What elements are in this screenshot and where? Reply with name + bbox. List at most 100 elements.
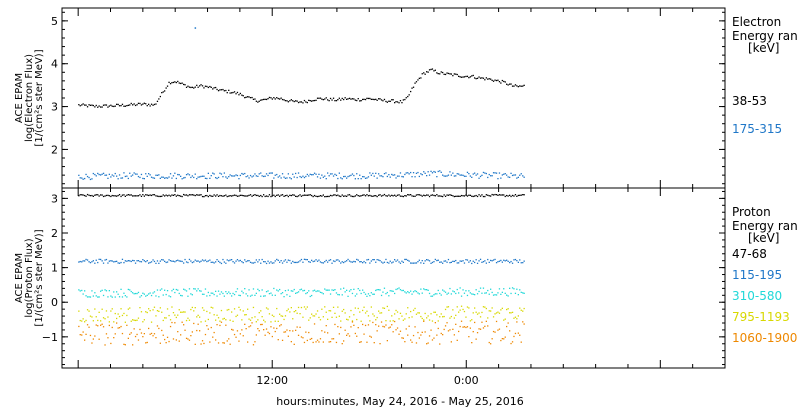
data-point (260, 262, 262, 264)
data-point (315, 259, 317, 261)
data-point (149, 174, 151, 176)
data-point (292, 194, 294, 196)
data-point (188, 86, 191, 88)
data-point (386, 195, 388, 197)
data-point (265, 307, 268, 309)
data-point (514, 194, 517, 196)
data-point (395, 288, 397, 291)
data-point (232, 175, 234, 177)
data-point (450, 174, 452, 176)
data-point (338, 294, 340, 296)
data-point (238, 294, 240, 296)
data-point (407, 194, 409, 196)
series-1060-1900 (78, 320, 525, 346)
data-point (226, 309, 228, 311)
data-point (117, 313, 119, 315)
data-point (414, 290, 416, 292)
data-point (476, 173, 479, 175)
data-point (145, 194, 147, 196)
data-point (316, 97, 319, 99)
data-point (114, 312, 116, 315)
data-point (177, 194, 179, 196)
data-point (236, 174, 239, 177)
data-point (270, 195, 272, 198)
data-point (101, 194, 103, 196)
data-point (315, 173, 317, 175)
data-point (258, 312, 260, 314)
data-point (367, 315, 370, 317)
data-point (217, 290, 220, 292)
data-point (276, 289, 278, 291)
data-point (421, 174, 423, 176)
data-point (190, 335, 192, 337)
data-point (85, 333, 87, 335)
data-point (162, 194, 164, 196)
data-point (444, 195, 447, 197)
data-point (257, 175, 259, 177)
data-point (373, 175, 375, 177)
data-point (260, 323, 262, 326)
data-point (185, 337, 188, 339)
data-point (388, 295, 390, 297)
data-point (200, 175, 202, 178)
data-point (261, 323, 263, 326)
data-point (118, 105, 121, 107)
data-point (201, 307, 204, 309)
data-point (513, 174, 515, 176)
data-point (428, 174, 431, 176)
data-point (279, 288, 281, 291)
data-point (348, 316, 351, 318)
data-point (162, 176, 164, 178)
data-point (158, 310, 160, 312)
data-point (407, 291, 409, 293)
data-point (88, 176, 90, 179)
data-point (180, 82, 182, 85)
data-point (504, 81, 506, 83)
data-point (209, 341, 211, 343)
data-point (118, 174, 121, 176)
data-point (190, 86, 192, 89)
data-point (316, 339, 319, 341)
data-point (100, 324, 102, 326)
data-point (187, 173, 189, 175)
data-point (356, 335, 358, 337)
data-point (105, 290, 108, 292)
data-point (450, 261, 452, 263)
data-point (513, 335, 515, 338)
data-point (487, 289, 489, 292)
data-point (392, 99, 394, 101)
data-point (281, 262, 284, 264)
data-point (140, 173, 143, 176)
data-point (105, 258, 108, 261)
data-point (100, 106, 102, 108)
data-point (378, 325, 380, 327)
y-tick-label: 2 (51, 227, 58, 240)
data-point (235, 260, 237, 262)
data-point (225, 291, 227, 293)
data-point (334, 323, 336, 326)
data-point (458, 292, 460, 294)
x-axis-label: hours:minutes, May 24, 2016 - May 25, 20… (276, 395, 524, 408)
data-point (117, 194, 119, 197)
data-point (283, 99, 285, 101)
data-point (216, 295, 218, 297)
data-point (159, 95, 161, 98)
data-point (86, 296, 89, 298)
data-point (212, 307, 214, 309)
data-point (440, 195, 442, 197)
data-point (180, 294, 182, 297)
data-point (273, 97, 275, 99)
data-point (366, 177, 368, 179)
data-point (482, 306, 485, 308)
data-point (295, 292, 297, 294)
data-point (255, 334, 257, 336)
data-point (196, 194, 198, 196)
data-point (251, 322, 253, 324)
data-point (190, 176, 192, 179)
data-point (370, 306, 372, 308)
data-point (420, 334, 422, 336)
data-point (380, 195, 383, 197)
data-point (318, 290, 320, 292)
data-point (319, 338, 322, 340)
data-point (289, 177, 291, 179)
